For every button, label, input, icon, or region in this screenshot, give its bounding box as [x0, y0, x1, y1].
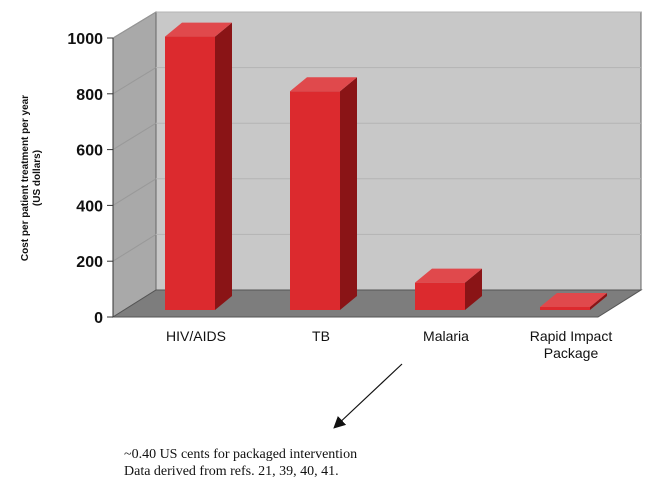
annotation-arrow — [333, 363, 403, 429]
x-tick-label: HIV/AIDS — [166, 328, 226, 344]
bar-top — [540, 293, 607, 307]
x-tick-label: Rapid Impact Package — [530, 328, 613, 361]
y-axis-label: Cost per patient treatment per year(US d… — [20, 95, 43, 261]
bar-side — [340, 77, 357, 310]
bar — [290, 77, 357, 310]
y-axis: 0 200 400 600 800 1000 — [67, 31, 114, 327]
bar — [165, 22, 232, 311]
bar-front — [165, 36, 215, 311]
bar-top — [165, 22, 232, 37]
y-tick-label: 200 — [76, 254, 103, 271]
bar-front — [540, 307, 590, 310]
bar-front — [290, 91, 340, 310]
x-tick-label: TB — [312, 328, 330, 344]
bar-side — [465, 268, 482, 310]
gridline-side — [112, 67, 157, 95]
floor — [111, 289, 643, 318]
bars — [165, 22, 607, 311]
x-axis: HIV/AIDS TB Malaria Rapid Impact Package — [166, 328, 612, 361]
gridline-side — [112, 178, 157, 206]
y-tick-label: 800 — [76, 87, 103, 104]
gridline-side — [112, 122, 157, 151]
grid-lines — [112, 11, 641, 262]
bar — [415, 268, 482, 310]
bar — [540, 293, 607, 310]
y-tick-label: 0 — [94, 310, 103, 327]
gridline-side — [112, 11, 157, 39]
annotation-text: ~0.40 US cents for packaged intervention… — [124, 446, 357, 480]
annotation-line-1: ~0.40 US cents for packaged intervention — [124, 447, 358, 462]
bar-top — [415, 268, 482, 283]
y-tick-label: 1000 — [67, 31, 103, 48]
x-tick-label: Malaria — [423, 328, 469, 344]
bar-side — [590, 293, 607, 310]
bar-front — [415, 282, 465, 310]
bar-top — [290, 77, 357, 92]
y-tick-label: 600 — [76, 143, 103, 160]
gridline-side — [112, 233, 157, 262]
left-wall — [112, 11, 157, 318]
y-tick-label: 400 — [76, 198, 103, 215]
bar-side — [215, 22, 232, 311]
annotation-line-2: Data derived from refs. 21, 39, 40, 41. — [124, 464, 339, 479]
